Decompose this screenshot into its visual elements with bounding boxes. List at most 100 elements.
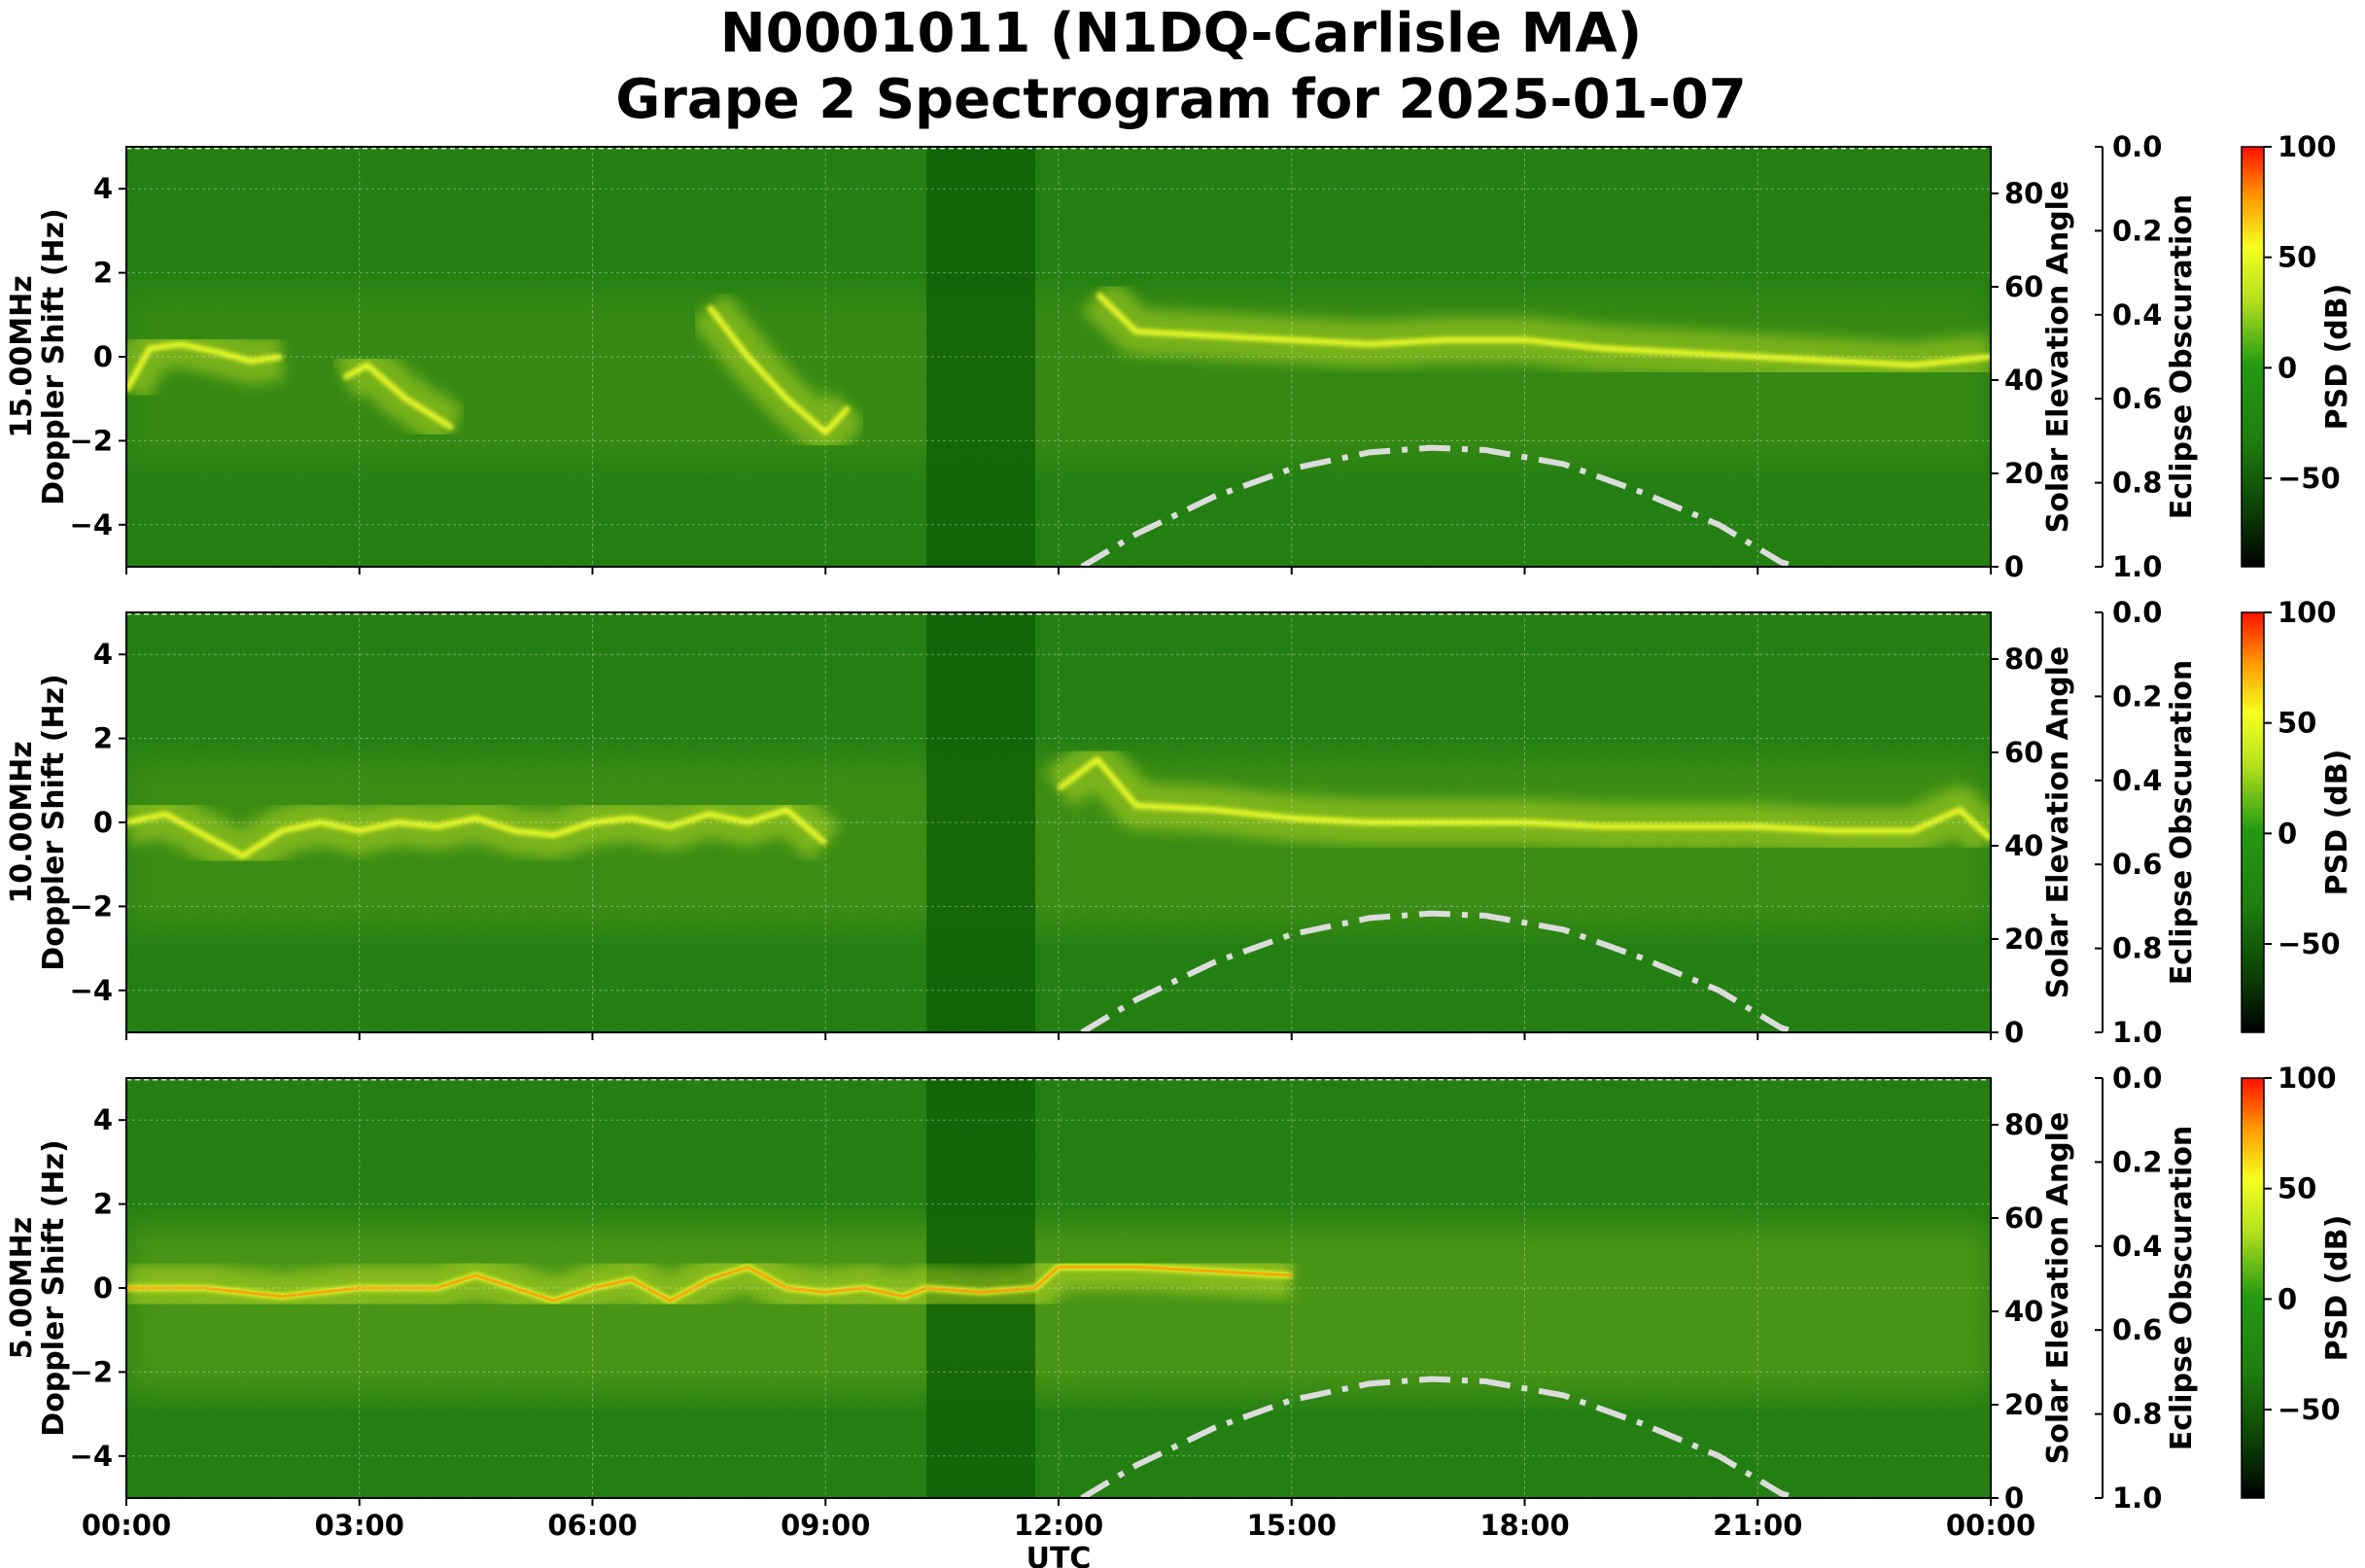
eclipse-tick-label: 0.6 — [2112, 848, 2162, 881]
solar-tick-label: 60 — [2004, 270, 2043, 303]
solar-elevation-curve — [1080, 444, 1798, 567]
y-tick-label: 0 — [93, 806, 113, 839]
eclipse-tick-label: 1.0 — [2112, 550, 2162, 583]
x-tick-label: 12:00 — [1014, 1509, 1103, 1542]
title-line-2: Grape 2 Spectrogram for 2025-01-07 — [615, 68, 1746, 131]
y-tick-label: 4 — [93, 172, 113, 205]
eclipse-tick-label: 0.8 — [2112, 1398, 2162, 1431]
psd-colorbar-label: PSD (dB) — [2320, 1215, 2354, 1362]
y-tick-label: 2 — [93, 722, 113, 755]
eclipse-tick-label: 1.0 — [2112, 1481, 2162, 1515]
eclipse-tick-label: 0.4 — [2112, 764, 2162, 797]
colorbar-tick-label: −50 — [2278, 462, 2341, 495]
psd-colorbar — [2241, 611, 2265, 1033]
y-tick-label: −4 — [70, 508, 113, 541]
y-tick-label: 4 — [93, 638, 113, 671]
colorbar-tick-label: −50 — [2278, 927, 2341, 960]
plot-area — [126, 1078, 1991, 1498]
eclipse-tick-label: 0.0 — [2112, 1062, 2162, 1095]
y-tick-label: −2 — [70, 1355, 113, 1388]
colorbar-tick-label: 100 — [2278, 1062, 2337, 1095]
solar-tick-label: 0 — [2004, 1481, 2024, 1515]
x-tick-label: 15:00 — [1247, 1509, 1337, 1542]
colorbar-tick-label: 50 — [2278, 1172, 2316, 1205]
colorbar-tick-label: 100 — [2278, 596, 2337, 629]
eclipse-tick-label: 0.2 — [2112, 214, 2162, 247]
y-axis-label-doppler: Doppler Shift (Hz) — [37, 1139, 71, 1436]
solar-elevation-curve — [1080, 910, 1798, 1032]
x-tick-label: 06:00 — [547, 1509, 637, 1542]
solar-tick-label: 40 — [2004, 829, 2043, 862]
y-tick-label: −4 — [70, 1440, 113, 1473]
x-tick-label: 00:00 — [82, 1509, 171, 1542]
colorbar-tick-label: 50 — [2278, 241, 2316, 274]
plot-area — [126, 147, 1991, 567]
y-tick-label: −4 — [70, 974, 113, 1007]
solar-tick-label: 20 — [2004, 923, 2043, 956]
eclipse-tick-label: 0.6 — [2112, 382, 2162, 415]
doppler-trace — [126, 341, 283, 393]
solar-tick-label: 80 — [2004, 177, 2043, 210]
x-tick-label: 21:00 — [1713, 1509, 1802, 1542]
colorbar-tick-label: 0 — [2278, 351, 2297, 384]
title-line-1: N0001011 (N1DQ-Carlisle MA) — [720, 2, 1642, 65]
solar-elevation-label: Solar Elevation Angle — [2041, 181, 2075, 534]
y-tick-label: −2 — [70, 424, 113, 457]
y-tick-label: 0 — [93, 1272, 113, 1305]
eclipse-tick-label: 0.4 — [2112, 298, 2162, 331]
colorbar-tick-label: −50 — [2278, 1393, 2341, 1426]
solar-tick-label: 60 — [2004, 736, 2043, 769]
solar-tick-label: 60 — [2004, 1202, 2043, 1235]
x-tick-label: 09:00 — [781, 1509, 870, 1542]
solar-elevation-label: Solar Elevation Angle — [2041, 1112, 2075, 1465]
y-tick-label: 4 — [93, 1103, 113, 1136]
y-axis-label-frequency: 15.00MHz — [5, 275, 39, 437]
colorbar-tick-label: 0 — [2278, 1282, 2297, 1315]
psd-colorbar-label: PSD (dB) — [2320, 284, 2354, 431]
solar-tick-label: 40 — [2004, 1295, 2043, 1328]
y-axis-label-doppler: Doppler Shift (Hz) — [37, 208, 71, 505]
eclipse-tick-label: 1.0 — [2112, 1016, 2162, 1049]
solar-tick-label: 0 — [2004, 1016, 2024, 1049]
solar-tick-label: 20 — [2004, 457, 2043, 490]
y-axis-label-frequency: 5.00MHz — [5, 1217, 39, 1359]
data-gap-band — [926, 147, 1036, 567]
plot-area — [126, 612, 1991, 1032]
eclipse-tick-label: 0.2 — [2112, 679, 2162, 713]
doppler-trace — [707, 304, 852, 436]
figure-title: N0001011 (N1DQ-Carlisle MA) Grape 2 Spec… — [615, 2, 1746, 131]
solar-tick-label: 80 — [2004, 643, 2043, 676]
eclipse-tick-label: 0.8 — [2112, 467, 2162, 500]
solar-tick-label: 80 — [2004, 1108, 2043, 1141]
doppler-trace — [1057, 756, 1991, 842]
colorbar-tick-label: 0 — [2278, 817, 2297, 850]
doppler-trace — [342, 362, 455, 431]
eclipse-tick-label: 0.8 — [2112, 932, 2162, 965]
y-axis-label-frequency: 10.00MHz — [5, 741, 39, 903]
eclipse-tick-label: 0.4 — [2112, 1230, 2162, 1263]
y-tick-label: 2 — [93, 1188, 113, 1221]
solar-elevation-curve — [1080, 1376, 1798, 1498]
y-axis-label-doppler: Doppler Shift (Hz) — [37, 674, 71, 970]
eclipse-tick-label: 0.0 — [2112, 130, 2162, 163]
eclipse-obscuration-label: Eclipse Obscuration — [2165, 1126, 2199, 1451]
doppler-trace-core — [126, 1265, 1292, 1303]
x-tick-label: 00:00 — [1946, 1509, 2035, 1542]
solar-elevation-label: Solar Elevation Angle — [2041, 646, 2075, 999]
y-tick-label: 2 — [93, 257, 113, 290]
y-tick-label: 0 — [93, 340, 113, 373]
eclipse-obscuration-label: Eclipse Obscuration — [2165, 194, 2199, 520]
eclipse-tick-label: 0.2 — [2112, 1145, 2162, 1178]
colorbar-tick-label: 50 — [2278, 707, 2316, 740]
psd-colorbar — [2241, 146, 2265, 568]
solar-tick-label: 0 — [2004, 550, 2024, 583]
doppler-trace — [1095, 292, 1991, 368]
x-axis-label: UTC — [1026, 1542, 1092, 1568]
doppler-trace — [126, 807, 828, 859]
x-tick-label: 18:00 — [1479, 1509, 1569, 1542]
